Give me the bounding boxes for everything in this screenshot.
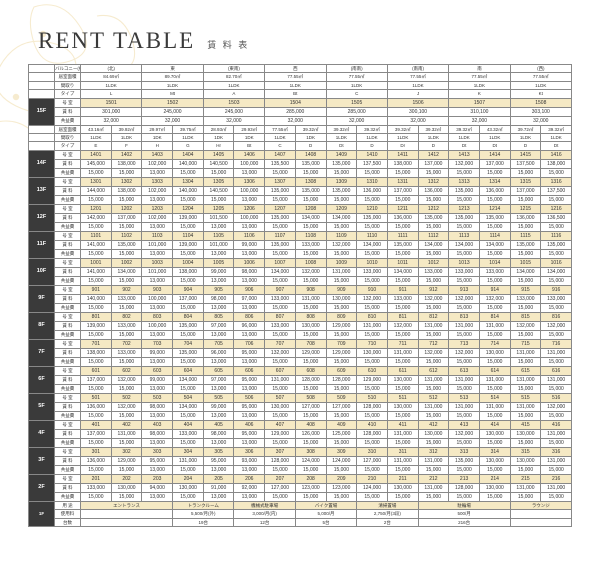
- title-japanese: 賃 料 表: [207, 38, 249, 51]
- floor-label: 15F: [29, 98, 55, 125]
- floor-label: 4F: [29, 420, 55, 447]
- floor-label: 2F: [29, 474, 55, 501]
- floor-label: 11F: [29, 231, 55, 258]
- floor-label: 7F: [29, 339, 55, 366]
- floor-label: 8F: [29, 312, 55, 339]
- page-header: RENT TABLE 賃 料 表: [0, 0, 600, 60]
- floor-label: 14F: [29, 150, 55, 177]
- rent-table: バルコニー(約)(北)東(東南)西(南南)(南南)南(西)居室面積84.69㎡8…: [28, 64, 572, 527]
- floor-label: 13F: [29, 177, 55, 204]
- rent-table-container: バルコニー(約)(北)東(東南)西(南南)(南南)南(西)居室面積84.69㎡8…: [0, 60, 600, 527]
- floor-label: 9F: [29, 285, 55, 312]
- floor-label: 6F: [29, 366, 55, 393]
- floor-label: 12F: [29, 204, 55, 231]
- title-english: RENT TABLE: [38, 28, 195, 54]
- floor-label: 10F: [29, 258, 55, 285]
- floor-label: 3F: [29, 447, 55, 474]
- floor-label: 5F: [29, 393, 55, 420]
